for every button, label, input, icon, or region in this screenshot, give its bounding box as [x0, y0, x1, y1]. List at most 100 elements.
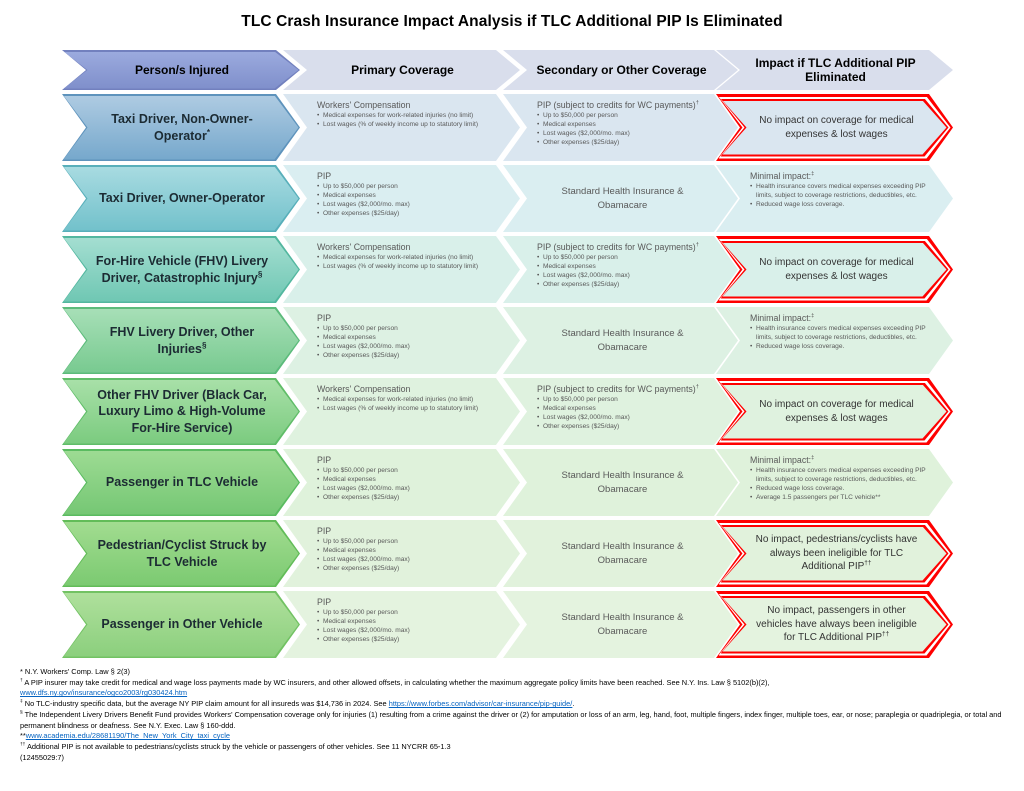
impact-cell: Minimal impact:‡ Health insurance covers … [716, 165, 953, 232]
secondary-coverage-cell: PIP (subject to credits for WC payments)… [503, 94, 738, 161]
footnote-text: Additional PIP is not available to pedes… [25, 742, 451, 752]
coverage-title: PIP [317, 313, 332, 323]
footnote: ‡ No TLC-industry specific data, but the… [20, 699, 1008, 710]
coverage-bullet: Other expenses ($25/day) [537, 281, 712, 290]
footnote-text: (12455029:7) [20, 752, 64, 762]
footnote-marker: †† [20, 742, 26, 748]
coverage-center-text: Standard Health Insurance & Obamacare [561, 612, 684, 637]
person-label: Passenger in TLC Vehicle [105, 475, 259, 490]
coverage-bullet: Up to $50,000 per person [317, 538, 494, 547]
coverage-bullet: Medical expenses for work-related injuri… [317, 396, 494, 405]
impact-text: No impact, pedestrians/cyclists have alw… [755, 534, 918, 573]
coverage-bullet: Lost wages (% of weekly income up to sta… [317, 263, 494, 272]
coverage-bullet: Lost wages (% of weekly income up to sta… [317, 405, 494, 414]
coverage-bullet: Other expenses ($25/day) [317, 494, 494, 503]
footnote-link[interactable]: www.academia.edu/28681190/The_New_York_C… [25, 731, 230, 741]
table-row: Pedestrian/Cyclist Struck by TLC Vehicle… [62, 520, 962, 587]
impact-cell: No impact, pedestrians/cyclists have alw… [716, 520, 953, 587]
footnote-text: ** [20, 731, 26, 741]
footnote-text: * N.Y. Workers' Comp. Law § 2(3) [20, 667, 130, 676]
primary-coverage-cell: Workers' Compensation Medical expenses fo… [283, 236, 520, 303]
coverage-bullet: Medical expenses [317, 192, 494, 201]
person-cell: Taxi Driver, Owner-Operator [62, 165, 300, 232]
coverage-bullet: Lost wages (% of weekly income up to sta… [317, 121, 494, 130]
impact-bullet: Health insurance covers medical expenses… [750, 183, 927, 201]
person-cell: Other FHV Driver (Black Car, Luxury Limo… [62, 378, 300, 445]
person-label: Pedestrian/Cyclist Struck by TLC Vehicle [97, 538, 267, 569]
header-row: Person/s Injured Primary Coverage Secondar… [62, 50, 962, 90]
footnote: (12455029:7) [20, 753, 1008, 764]
coverage-title: Workers' Compensation [317, 384, 411, 394]
footnote: **www.academia.edu/28681190/The_New_York… [20, 731, 1008, 742]
person-label: Passenger in Other Vehicle [101, 617, 263, 632]
person-arrow-fill: Pedestrian/Cyclist Struck by TLC Vehicle [64, 522, 299, 586]
coverage-bullet: Medical expenses [317, 618, 494, 627]
footnote-link[interactable]: www.dfs.ny.gov/insurance/ogco2003/rg0304… [20, 688, 188, 698]
impact-table: Person/s Injured Primary Coverage Secondar… [62, 50, 962, 662]
header-arrow-fill: Person/s Injured [64, 52, 299, 89]
coverage-center-text: Standard Health Insurance & Obamacare [561, 186, 684, 211]
impact-text: No impact, passengers in other vehicles … [756, 605, 917, 644]
footnote-text: The Independent Livery Drivers Benefit F… [20, 709, 1002, 730]
coverage-bullet: Other expenses ($25/day) [317, 636, 494, 645]
coverage-bullet: Medical expenses for work-related injuri… [317, 254, 494, 263]
person-cell: Passenger in TLC Vehicle [62, 449, 300, 516]
secondary-coverage-cell: Standard Health Insurance & Obamacare [503, 307, 738, 374]
footnote-line: www.dfs.ny.gov/insurance/ogco2003/rg0304… [20, 688, 1008, 699]
person-label: Taxi Driver, Non-Owner-Operator* [111, 112, 253, 143]
table-row: FHV Livery Driver, Other Injuries§ PIP Up … [62, 307, 962, 374]
impact-cell: Minimal impact:‡ Health insurance covers … [716, 307, 953, 374]
coverage-title: PIP [317, 171, 332, 181]
footnote-text: No TLC-industry specific data, but the a… [22, 699, 389, 709]
coverage-bullet: Other expenses ($25/day) [317, 565, 494, 574]
coverage-bullet: Lost wages ($2,000/mo. max) [537, 414, 712, 423]
coverage-bullet: Medical expenses [317, 334, 494, 343]
page-title: TLC Crash Insurance Impact Analysis if T… [241, 13, 783, 30]
footnote-text: . [572, 699, 575, 709]
footnote: †† Additional PIP is not available to pe… [20, 742, 1008, 753]
person-label: Taxi Driver, Owner-Operator [99, 191, 265, 206]
footnotes: * N.Y. Workers' Comp. Law § 2(3) † A PIP … [20, 667, 1008, 764]
person-label: FHV Livery Driver, Other Injuries§ [109, 325, 255, 356]
person-cell: For-Hire Vehicle (FHV) Livery Driver, Ca… [62, 236, 300, 303]
coverage-bullet: Up to $50,000 per person [317, 325, 494, 334]
footnote-line: ‡ No TLC-industry specific data, but the… [20, 699, 1008, 710]
footnote: † A PIP insurer may take credit for medi… [20, 678, 1008, 699]
primary-coverage-cell: PIP Up to $50,000 per personMedical expen… [283, 307, 520, 374]
coverage-bullet: Lost wages ($2,000/mo. max) [317, 556, 494, 565]
coverage-title: Workers' Compensation [317, 242, 411, 252]
coverage-bullet: Other expenses ($25/day) [537, 423, 712, 432]
secondary-coverage-cell: Standard Health Insurance & Obamacare [503, 165, 738, 232]
table-row: Other FHV Driver (Black Car, Luxury Limo… [62, 378, 962, 445]
coverage-bullet: Lost wages ($2,000/mo. max) [537, 130, 712, 139]
coverage-bullet: Up to $50,000 per person [317, 183, 494, 192]
coverage-title: PIP [317, 597, 332, 607]
primary-coverage-cell: Workers' Compensation Medical expenses fo… [283, 94, 520, 161]
coverage-bullet: Other expenses ($25/day) [317, 210, 494, 219]
footnote-line: (12455029:7) [20, 753, 1008, 764]
footnote-text: A PIP insurer may take credit for medica… [22, 677, 770, 687]
primary-coverage-cell: PIP Up to $50,000 per personMedical expen… [283, 591, 520, 658]
coverage-bullet: Lost wages ($2,000/mo. max) [317, 485, 494, 494]
footnote-line: † A PIP insurer may take credit for medi… [20, 678, 1008, 689]
impact-title: Minimal impact:‡ [750, 313, 815, 323]
footnote: * N.Y. Workers' Comp. Law § 2(3) [20, 667, 1008, 678]
impact-fill: No impact, pedestrians/cyclists have alw… [723, 527, 947, 581]
person-arrow-fill: Taxi Driver, Owner-Operator [64, 167, 299, 231]
coverage-bullet: Up to $50,000 per person [537, 112, 712, 121]
secondary-coverage-cell: PIP (subject to credits for WC payments)… [503, 236, 738, 303]
person-arrow-fill: Other FHV Driver (Black Car, Luxury Limo… [64, 380, 299, 444]
coverage-bullet: Medical expenses [537, 405, 712, 414]
header-cell-2: Secondary or Other Coverage [503, 50, 738, 90]
footnote: § The Independent Livery Drivers Benefit… [20, 710, 1008, 731]
person-arrow-fill: For-Hire Vehicle (FHV) Livery Driver, Ca… [64, 238, 299, 302]
person-cell: FHV Livery Driver, Other Injuries§ [62, 307, 300, 374]
secondary-coverage-cell: PIP (subject to credits for WC payments)… [503, 378, 738, 445]
coverage-bullet: Medical expenses for work-related injuri… [317, 112, 494, 121]
header-label: Primary Coverage [351, 62, 454, 77]
header-label: Person/s Injured [134, 62, 230, 77]
header-label: Impact if TLC Additional PIP Eliminated [755, 55, 916, 84]
primary-coverage-cell: PIP Up to $50,000 per personMedical expen… [283, 449, 520, 516]
footnote-link[interactable]: https://www.forbes.com/advisor/car-insur… [388, 699, 573, 709]
coverage-bullet: Up to $50,000 per person [537, 254, 712, 263]
